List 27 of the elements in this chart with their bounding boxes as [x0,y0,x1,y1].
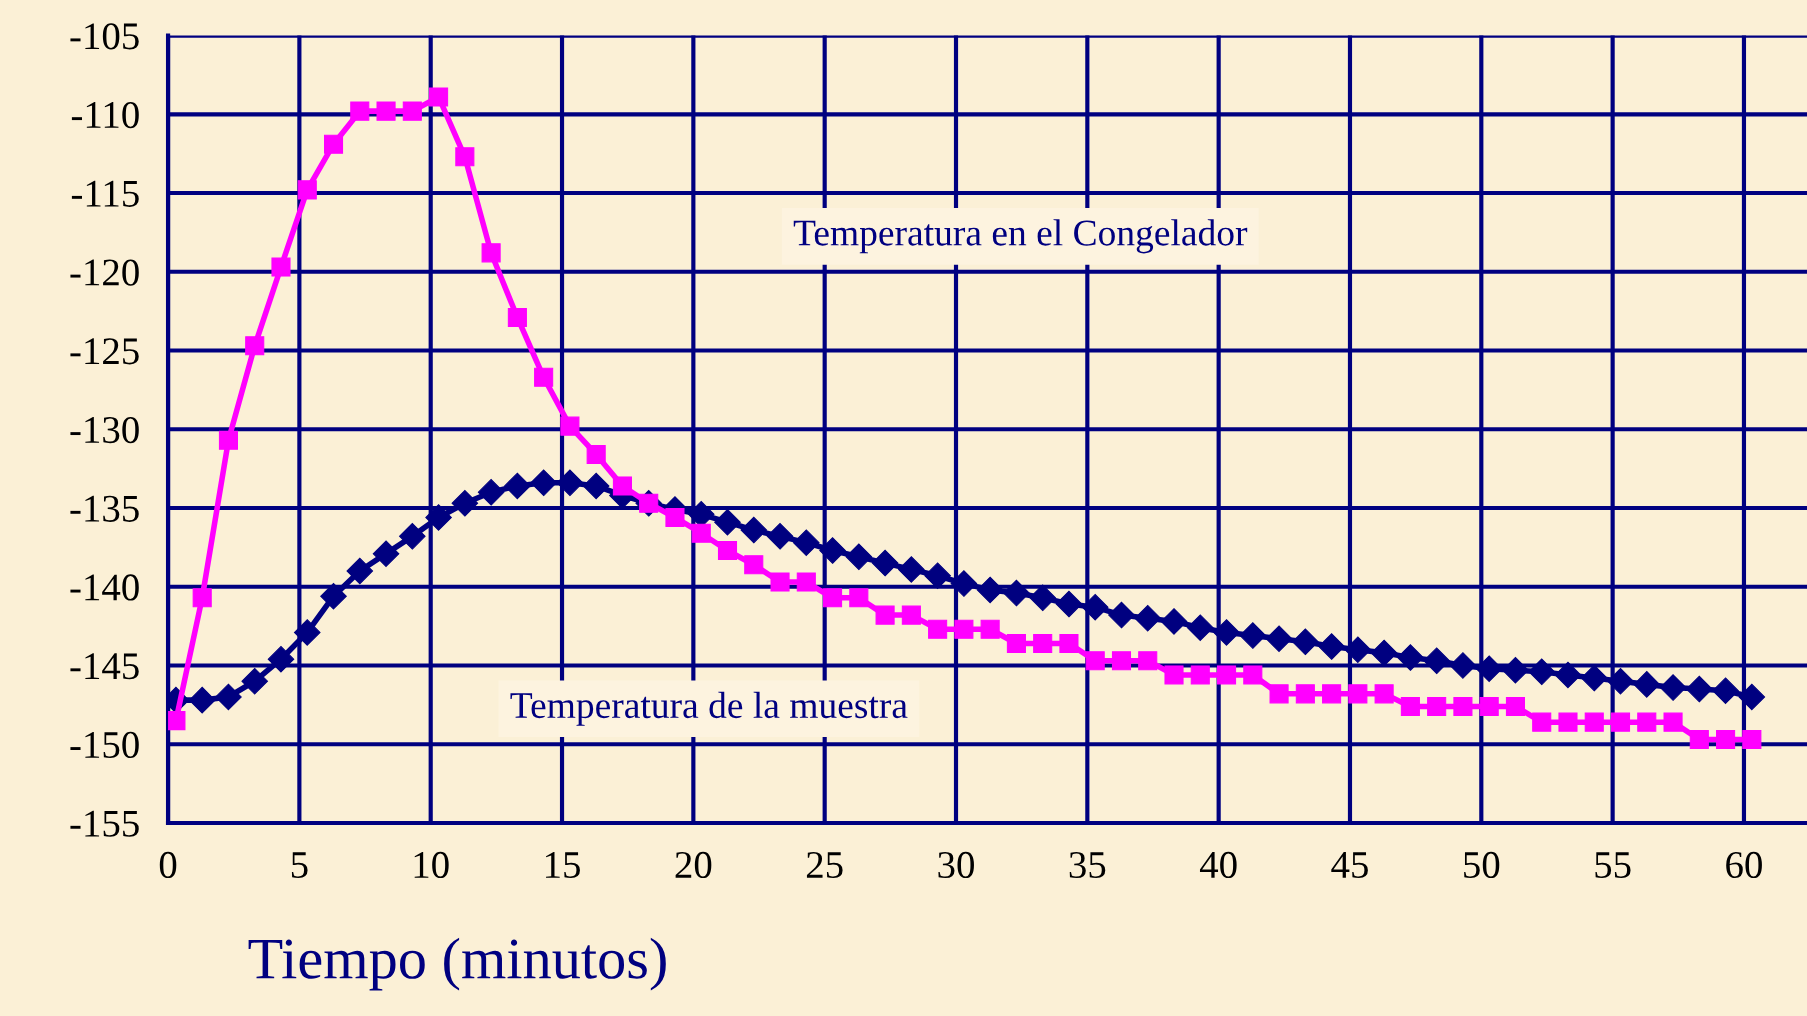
y-tick-label: -105 [70,23,139,50]
x-tick-label: 40 [1199,851,1237,879]
x-tick-label: 10 [414,851,449,879]
annotation: Temperatura en el Congelador [793,219,1248,254]
y-tick-label: -125 [70,338,139,365]
y-tick-label: -150 [70,731,139,759]
x-tick-label: 20 [675,851,712,879]
y-tick-label: -115 [71,180,139,207]
x-tick-label: 0 [159,851,177,879]
y-tick-label: -135 [70,495,139,522]
y-tick-label: -140 [70,574,139,601]
annotation: Temperatura de la muestra [510,691,908,726]
x-tick-label: 60 [1726,851,1762,879]
y-tick-label: -130 [70,416,139,444]
x-tick-label: 45 [1331,852,1368,879]
x-tick-label: 35 [1069,851,1106,879]
x-tick-label: 30 [938,851,974,879]
y-tick-label: -110 [71,101,139,129]
y-tick-label: -120 [70,259,139,286]
y-tick-label: -155 [70,810,139,837]
x-tick-label: 50 [1464,851,1500,879]
x-tick-label: 5 [291,852,308,879]
y-tick-label: -145 [70,653,139,680]
x-axis-title: Tiempo (minutos) [248,937,666,991]
x-tick-label: 15 [546,852,580,879]
x-tick-label: 25 [806,851,843,879]
x-tick-label: 55 [1595,852,1631,879]
